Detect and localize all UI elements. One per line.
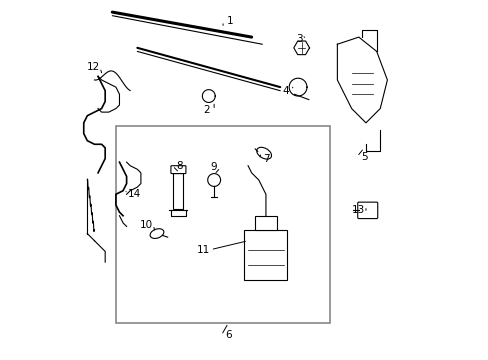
Text: 4: 4 (282, 86, 288, 96)
Ellipse shape (150, 229, 163, 238)
Bar (173, 173, 183, 208)
Bar (255, 216, 276, 230)
Text: 7: 7 (262, 154, 269, 164)
Text: 3: 3 (296, 34, 303, 44)
Text: 2: 2 (203, 105, 210, 115)
FancyBboxPatch shape (357, 202, 377, 219)
Text: 5: 5 (360, 152, 366, 162)
Bar (244, 230, 287, 280)
Text: 1: 1 (226, 16, 233, 26)
Text: 10: 10 (140, 220, 153, 230)
Text: 6: 6 (224, 330, 231, 341)
Text: 11: 11 (196, 245, 210, 255)
Text: 12: 12 (86, 63, 100, 72)
Text: 8: 8 (176, 161, 183, 171)
FancyBboxPatch shape (171, 166, 185, 174)
Text: 9: 9 (210, 162, 216, 172)
Bar (116, 126, 329, 323)
Text: 14: 14 (127, 189, 141, 199)
Ellipse shape (256, 147, 271, 159)
Text: 13: 13 (351, 205, 365, 215)
